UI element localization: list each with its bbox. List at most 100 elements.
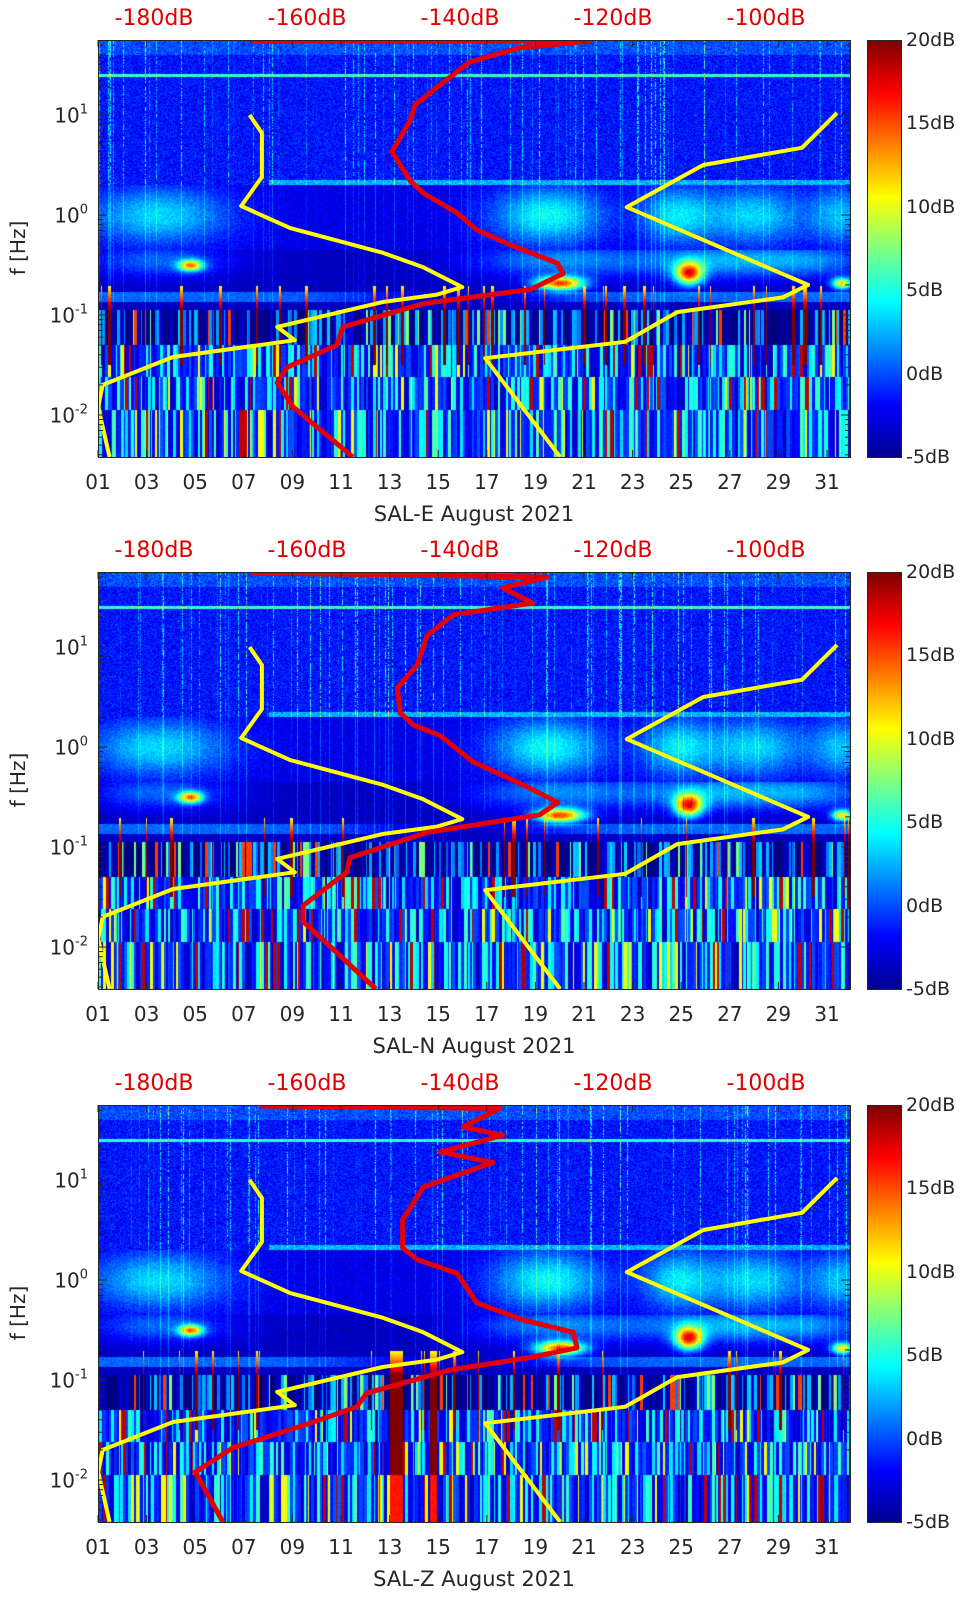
x-tick-label: 01	[85, 1002, 111, 1026]
top-axis-db-label: -180dB	[114, 1071, 194, 1096]
x-tick-label: 13	[376, 1535, 403, 1559]
colorbar-tick-label: 15dB	[906, 1177, 956, 1200]
colorbar-tick-label: 5dB	[906, 279, 944, 302]
y-tick-exponent: -1	[75, 302, 88, 318]
x-tick-label: 03	[133, 1002, 160, 1026]
top-axis-db-label: -140dB	[420, 1071, 500, 1096]
colorbar-tick-label: -5dB	[906, 978, 951, 1000]
y-axis-label: f [Hz]	[6, 1285, 30, 1341]
x-tick-label: 01	[85, 1535, 111, 1559]
high-noise-model-line	[483, 111, 839, 457]
x-tick-label: 27	[717, 470, 743, 494]
x-tick-label: 21	[571, 1535, 597, 1559]
top-axis-db-label: -180dB	[114, 6, 194, 31]
y-axis-label: f [Hz]	[6, 220, 30, 276]
y-tick-exponent: 0	[79, 202, 88, 218]
y-tick-label: 10-2	[50, 935, 88, 960]
y-tick-label: 101	[54, 103, 88, 128]
x-tick-label: 11	[328, 470, 354, 494]
y-tick-base: 10	[54, 635, 80, 660]
x-tick-label: 19	[522, 470, 549, 494]
y-tick-base: 10	[49, 835, 76, 860]
y-tick-exponent: 1	[79, 102, 88, 118]
x-tick-label: 21	[571, 1002, 597, 1026]
y-axis-label: f [Hz]	[6, 752, 30, 808]
x-tick-label: 25	[668, 470, 694, 494]
colorbar-tick-label: 20dB	[906, 1094, 956, 1116]
x-tick-label: 09	[279, 1535, 306, 1559]
y-tick-label: 10-1	[50, 835, 88, 860]
x-tick-label: 13	[376, 1002, 403, 1026]
spectrogram-plot	[97, 1105, 851, 1523]
y-tick-exponent: -1	[75, 834, 88, 850]
colorbar-tick-label: 0dB	[906, 894, 944, 917]
x-tick-label: 31	[814, 1535, 840, 1559]
x-tick-label: 15	[425, 1002, 451, 1026]
top-axis-db-label: -160dB	[267, 6, 347, 31]
y-tick-label: 101	[54, 635, 88, 660]
x-tick-label: 05	[182, 1535, 208, 1559]
colorbar-tick-label: 15dB	[906, 644, 956, 667]
x-tick-label: 17	[474, 470, 500, 494]
y-tick-exponent: 1	[79, 1167, 88, 1183]
y-tick-base: 10	[54, 735, 80, 760]
y-tick-label: 100	[54, 1268, 88, 1293]
top-axis-db-label: -160dB	[267, 1071, 347, 1096]
y-tick-label: 100	[54, 203, 88, 228]
low-noise-model-line	[98, 1178, 465, 1522]
x-tick-label: 31	[814, 1002, 840, 1026]
top-axis-db-label: -120dB	[573, 1071, 653, 1096]
x-tick-label: 23	[619, 1002, 646, 1026]
y-tick-base: 10	[54, 1168, 80, 1193]
x-axis-label: SAL-Z August 2021	[373, 1567, 575, 1591]
x-tick-label: 17	[474, 1002, 500, 1026]
y-tick-label: 10-2	[50, 1468, 88, 1493]
spectrogram-panel: -180dB -160dB -140dB -120dB -100dB 01 03 05 07 09…	[0, 532, 962, 1064]
top-axis-db-label: -140dB	[420, 6, 500, 31]
x-tick-label: 31	[814, 470, 840, 494]
y-tick-exponent: 1	[79, 634, 88, 650]
spectrogram-plot	[97, 572, 851, 990]
y-tick-base: 10	[49, 403, 76, 428]
y-tick-exponent: -1	[75, 1367, 88, 1383]
x-tick-label: 11	[328, 1535, 354, 1559]
colorbar-tick-label: 20dB	[906, 29, 956, 51]
colorbar-tick-label: 15dB	[906, 112, 956, 135]
y-tick-label: 101	[54, 1168, 88, 1193]
y-tick-base: 10	[49, 1368, 76, 1393]
y-tick-base: 10	[49, 1468, 76, 1493]
x-axis-label: SAL-N August 2021	[372, 1034, 576, 1058]
x-tick-label: 05	[182, 1002, 208, 1026]
y-tick-label: 100	[54, 735, 88, 760]
colorbar-tick-label: 20dB	[906, 561, 956, 583]
x-tick-label: 21	[571, 470, 597, 494]
y-tick-exponent: -2	[75, 402, 88, 418]
spectrogram-panel: -180dB -160dB -140dB -120dB -100dB 01 03 05 07 09…	[0, 0, 962, 532]
x-tick-label: 07	[231, 1535, 257, 1559]
top-axis-db-label: -100dB	[726, 6, 806, 31]
x-tick-label: 09	[279, 1002, 306, 1026]
x-tick-label: 07	[231, 1002, 257, 1026]
low-noise-model-line	[98, 645, 465, 989]
x-tick-label: 01	[85, 470, 111, 494]
colorbar-tick-label: 5dB	[906, 811, 944, 834]
y-tick-label: 10-1	[50, 1368, 88, 1393]
y-tick-base: 10	[49, 935, 76, 960]
top-axis-db-label: -120dB	[573, 538, 653, 563]
x-tick-label: 05	[182, 470, 208, 494]
colorbar-tick-label: 0dB	[906, 362, 944, 385]
top-axis-db-label: -100dB	[726, 538, 806, 563]
high-noise-model-line	[483, 1176, 839, 1522]
spectrogram-plot	[97, 40, 851, 458]
colorbar-tick-label: 5dB	[906, 1344, 944, 1367]
curve-overlay	[97, 40, 850, 457]
top-axis-db-label: -160dB	[267, 538, 347, 563]
high-noise-model-line	[483, 643, 839, 989]
colorbar	[867, 1105, 902, 1523]
top-axis-db-label: -100dB	[726, 1071, 806, 1096]
x-tick-label: 25	[668, 1535, 694, 1559]
colorbar	[867, 40, 902, 458]
y-tick-base: 10	[54, 1268, 80, 1293]
colorbar-tick-label: 10dB	[906, 195, 956, 218]
curve-overlay	[97, 1105, 850, 1522]
